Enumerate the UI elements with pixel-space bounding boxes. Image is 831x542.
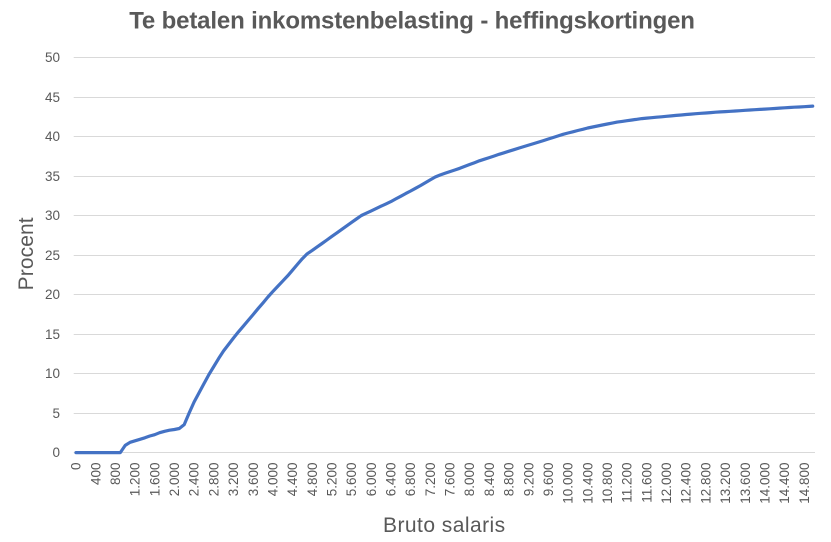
svg-text:0: 0 (69, 463, 84, 471)
svg-text:Bruto salaris: Bruto salaris (383, 514, 506, 537)
svg-text:11.600: 11.600 (639, 463, 654, 503)
svg-text:13.200: 13.200 (718, 463, 733, 504)
svg-text:8.400: 8.400 (482, 463, 497, 497)
svg-text:5.600: 5.600 (344, 463, 359, 497)
svg-text:45: 45 (45, 90, 60, 105)
svg-text:6.000: 6.000 (364, 463, 379, 497)
svg-text:10: 10 (45, 366, 60, 381)
svg-text:0: 0 (52, 445, 60, 460)
svg-text:25: 25 (45, 248, 60, 263)
svg-text:8.000: 8.000 (462, 463, 477, 497)
svg-text:15: 15 (45, 327, 60, 342)
svg-text:4.800: 4.800 (305, 463, 320, 497)
svg-text:2.400: 2.400 (187, 463, 202, 497)
svg-text:800: 800 (108, 463, 123, 486)
svg-text:14.800: 14.800 (797, 463, 812, 504)
svg-text:35: 35 (45, 169, 60, 184)
svg-text:5: 5 (52, 406, 60, 421)
svg-text:400: 400 (88, 463, 103, 486)
svg-text:40: 40 (45, 129, 60, 144)
svg-text:12.000: 12.000 (659, 463, 674, 504)
svg-text:10.000: 10.000 (561, 463, 576, 504)
svg-text:2.800: 2.800 (206, 463, 221, 497)
svg-text:10.400: 10.400 (580, 463, 595, 504)
svg-text:3.600: 3.600 (246, 463, 261, 497)
svg-text:12.400: 12.400 (679, 463, 694, 504)
svg-text:4.400: 4.400 (285, 463, 300, 497)
svg-text:12.800: 12.800 (698, 463, 713, 504)
svg-text:8.800: 8.800 (502, 463, 517, 497)
svg-text:11.200: 11.200 (620, 463, 635, 503)
svg-text:14.400: 14.400 (777, 463, 792, 504)
svg-text:5.200: 5.200 (325, 463, 340, 497)
svg-text:7.600: 7.600 (443, 463, 458, 497)
svg-text:Procent: Procent (15, 217, 38, 290)
svg-text:13.600: 13.600 (738, 463, 753, 504)
svg-text:14.000: 14.000 (757, 463, 772, 504)
svg-text:1.600: 1.600 (147, 463, 162, 497)
svg-text:9.200: 9.200 (521, 463, 536, 497)
svg-text:Te betalen inkomstenbelasting: Te betalen inkomstenbelasting - heffings… (129, 7, 695, 34)
svg-text:30: 30 (45, 208, 60, 223)
svg-text:7.200: 7.200 (423, 463, 438, 497)
svg-text:9.600: 9.600 (541, 463, 556, 497)
svg-text:4.000: 4.000 (265, 463, 280, 497)
svg-text:6.800: 6.800 (403, 463, 418, 497)
svg-text:2.000: 2.000 (167, 463, 182, 497)
svg-text:1.200: 1.200 (128, 463, 143, 497)
svg-text:10.800: 10.800 (600, 463, 615, 504)
svg-text:6.400: 6.400 (384, 463, 399, 497)
svg-text:50: 50 (45, 50, 60, 65)
svg-text:3.200: 3.200 (226, 463, 241, 497)
svg-text:20: 20 (45, 287, 60, 302)
